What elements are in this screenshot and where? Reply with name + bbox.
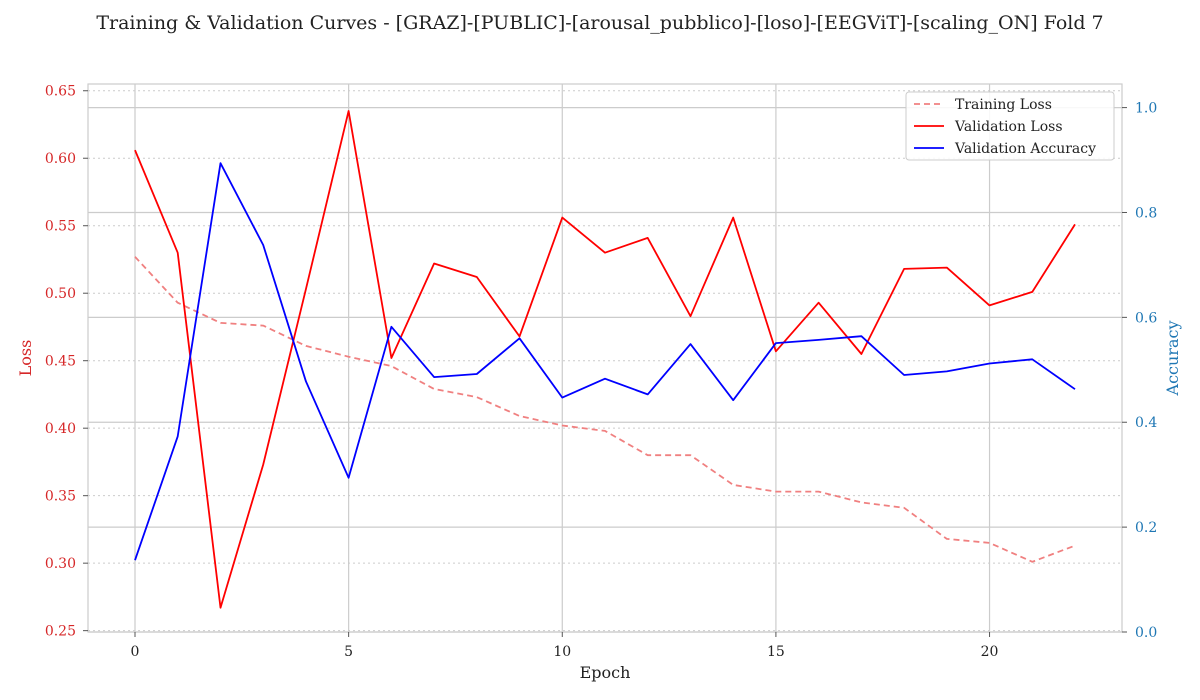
grid	[88, 84, 1122, 633]
right-axis-label: Accuracy	[1163, 321, 1182, 397]
series-layer	[134, 110, 1076, 609]
legend-label-training-loss: Training Loss	[955, 97, 1052, 113]
x-tick-label: 10	[553, 644, 571, 660]
left-y-tick-label: 0.65	[45, 84, 76, 100]
validation-accuracy-line	[134, 162, 1076, 561]
right-axis-ticks: 0.0 0.2 0.4 0.6 0.8 1.0	[1122, 101, 1157, 641]
plot-frame	[87, 83, 1123, 633]
legend-label-validation-accuracy: Validation Accuracy	[954, 141, 1096, 157]
training-loss-line	[134, 256, 1076, 563]
legend-label-validation-loss: Validation Loss	[954, 119, 1063, 135]
left-y-tick-label: 0.60	[45, 151, 76, 167]
x-tick-label: 5	[344, 644, 353, 660]
right-y-tick-label: 0.2	[1135, 520, 1157, 536]
left-y-tick-label: 0.35	[45, 489, 76, 505]
left-y-tick-label: 0.55	[45, 219, 76, 235]
right-y-tick-label: 0.4	[1135, 415, 1157, 431]
x-axis-label: Epoch	[580, 663, 631, 682]
legend-box	[905, 91, 1115, 161]
left-y-tick-label: 0.40	[45, 421, 76, 437]
left-y-tick-label: 0.50	[45, 286, 76, 302]
validation-loss-line	[134, 110, 1076, 609]
right-y-tick-label: 1.0	[1135, 101, 1157, 117]
left-axis-ticks: 0.25 0.30 0.35 0.40 0.45 0.50 0.55 0.60 0.65	[45, 84, 88, 640]
left-y-tick-label: 0.25	[45, 624, 76, 640]
x-tick-label: 15	[767, 644, 785, 660]
x-tick-label: 20	[981, 644, 999, 660]
legend: Training Loss Validation Loss Validation A…	[905, 91, 1115, 161]
x-axis-ticks: 0 5 10 15 20	[131, 632, 999, 660]
right-y-tick-label: 0.8	[1135, 205, 1157, 221]
left-y-tick-label: 0.45	[45, 354, 76, 370]
right-y-tick-label: 0.0	[1135, 625, 1157, 641]
right-y-tick-label: 0.6	[1135, 310, 1157, 326]
left-axis-label: Loss	[16, 340, 35, 377]
left-y-tick-label: 0.30	[45, 556, 76, 572]
x-tick-label: 0	[131, 644, 140, 660]
chart-title: Training & Validation Curves - [GRAZ]-[P…	[96, 12, 1103, 34]
